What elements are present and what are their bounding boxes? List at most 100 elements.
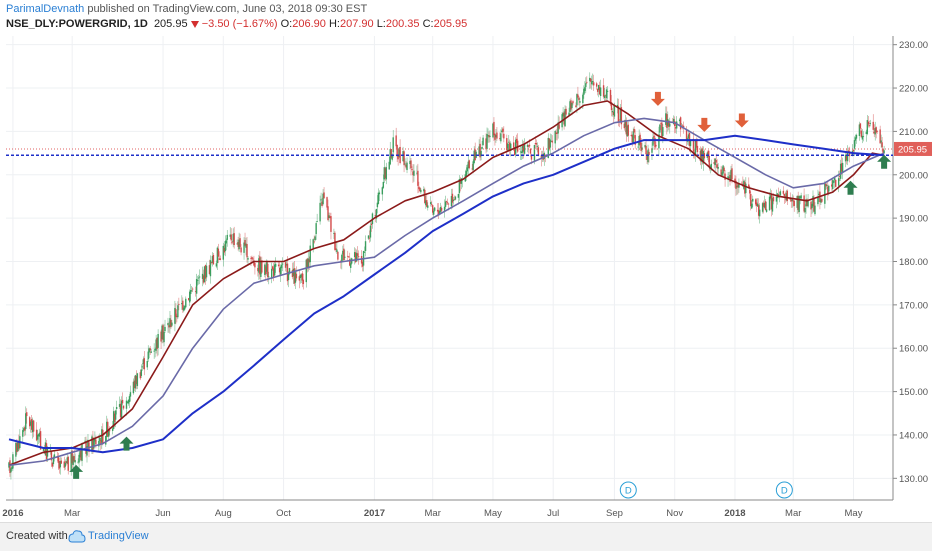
candle: [292, 262, 295, 285]
candle-body: [696, 145, 699, 153]
moving-average-line-3: [8, 134, 885, 454]
candle: [699, 146, 702, 166]
high-label: H:: [328, 18, 340, 30]
candle-body: [292, 268, 295, 277]
x-tick-label: Mar: [785, 508, 801, 519]
tradingview-brand[interactable]: TradingView: [88, 530, 149, 542]
candle: [430, 196, 432, 207]
candle: [301, 271, 304, 288]
candle-body: [93, 439, 95, 449]
candle: [364, 235, 367, 257]
candle: [243, 237, 245, 260]
candle: [15, 441, 17, 464]
candle: [385, 162, 387, 185]
candle: [412, 164, 414, 183]
candle-body: [708, 155, 710, 168]
candle: [281, 257, 284, 272]
candle-body: [528, 144, 531, 147]
tradingview-logo-icon[interactable]: [68, 528, 86, 544]
candle-body: [772, 196, 775, 202]
candle-body: [806, 199, 808, 207]
price-chart[interactable]: 130.00 140.00 150.00 160.00 170.00 180.00 190.…: [0, 0, 932, 522]
candle-body: [204, 265, 207, 279]
candle-body: [258, 258, 260, 273]
candle-body: [848, 151, 851, 157]
candle: [384, 166, 386, 181]
candle: [136, 372, 139, 390]
candle-body: [659, 124, 661, 133]
price-change: −3.50 (−1.67%): [201, 18, 278, 30]
candle-body: [496, 132, 498, 139]
candle-body: [599, 87, 602, 97]
candle-body: [321, 201, 323, 206]
candle-body: [569, 101, 571, 112]
candle: [182, 297, 184, 313]
candle-body: [578, 97, 580, 101]
candle: [424, 187, 426, 205]
candle: [302, 273, 305, 290]
candle-body: [800, 195, 802, 199]
candle: [523, 138, 526, 156]
candle-body: [736, 185, 738, 188]
candle-body: [67, 456, 69, 471]
candle: [169, 310, 171, 334]
candle: [361, 258, 364, 272]
candle-body: [122, 405, 125, 409]
candle: [624, 114, 627, 133]
candle-body: [744, 182, 746, 194]
candle-body: [327, 206, 329, 221]
candle-body: [431, 204, 433, 205]
candle-body: [675, 121, 678, 129]
candle-body: [549, 139, 551, 148]
candle-body: [251, 257, 253, 260]
dividend-marker: [775, 481, 793, 499]
candle: [323, 187, 325, 199]
candle: [604, 94, 607, 102]
candle: [738, 178, 740, 193]
candle: [874, 121, 876, 141]
y-tick-label: 220.00: [899, 84, 928, 95]
candle: [451, 188, 454, 209]
candle-body: [646, 153, 648, 160]
candle-body: [703, 153, 706, 159]
candle-body: [356, 253, 359, 256]
candle-body: [163, 331, 165, 343]
candle-body: [361, 261, 364, 267]
candle: [196, 275, 199, 286]
candle: [790, 199, 792, 208]
candle: [458, 175, 461, 201]
candle: [654, 134, 656, 149]
candle: [111, 421, 114, 435]
candle: [38, 428, 41, 443]
candle: [593, 74, 595, 91]
candle-body: [120, 400, 123, 419]
candle: [215, 260, 218, 269]
candle-body: [134, 375, 137, 389]
candle-body: [714, 158, 716, 166]
candle-body: [603, 95, 606, 99]
candle-body: [181, 302, 183, 305]
candle-body: [775, 196, 778, 202]
candle: [541, 150, 544, 163]
candle-body: [737, 183, 739, 188]
candle-body: [334, 232, 336, 250]
candle-body: [243, 242, 245, 253]
candle: [487, 128, 489, 143]
candle: [264, 263, 266, 278]
author-link[interactable]: ParimalDevnath: [6, 3, 85, 15]
candle-body: [611, 111, 614, 113]
candle: [716, 159, 718, 173]
candle-body: [236, 243, 238, 245]
candle-body: [547, 137, 549, 159]
chart-area[interactable]: 130.00 140.00 150.00 160.00 170.00 180.00 190.…: [0, 0, 932, 522]
candle-body: [846, 151, 849, 162]
candle: [658, 126, 660, 157]
candle: [174, 300, 176, 332]
candle-body: [302, 279, 305, 285]
x-tick-label: Sep: [606, 508, 623, 519]
candle-body: [403, 151, 405, 166]
candle-body: [355, 252, 358, 262]
candle: [148, 347, 150, 359]
candle-body: [202, 275, 205, 283]
candle: [67, 455, 69, 475]
